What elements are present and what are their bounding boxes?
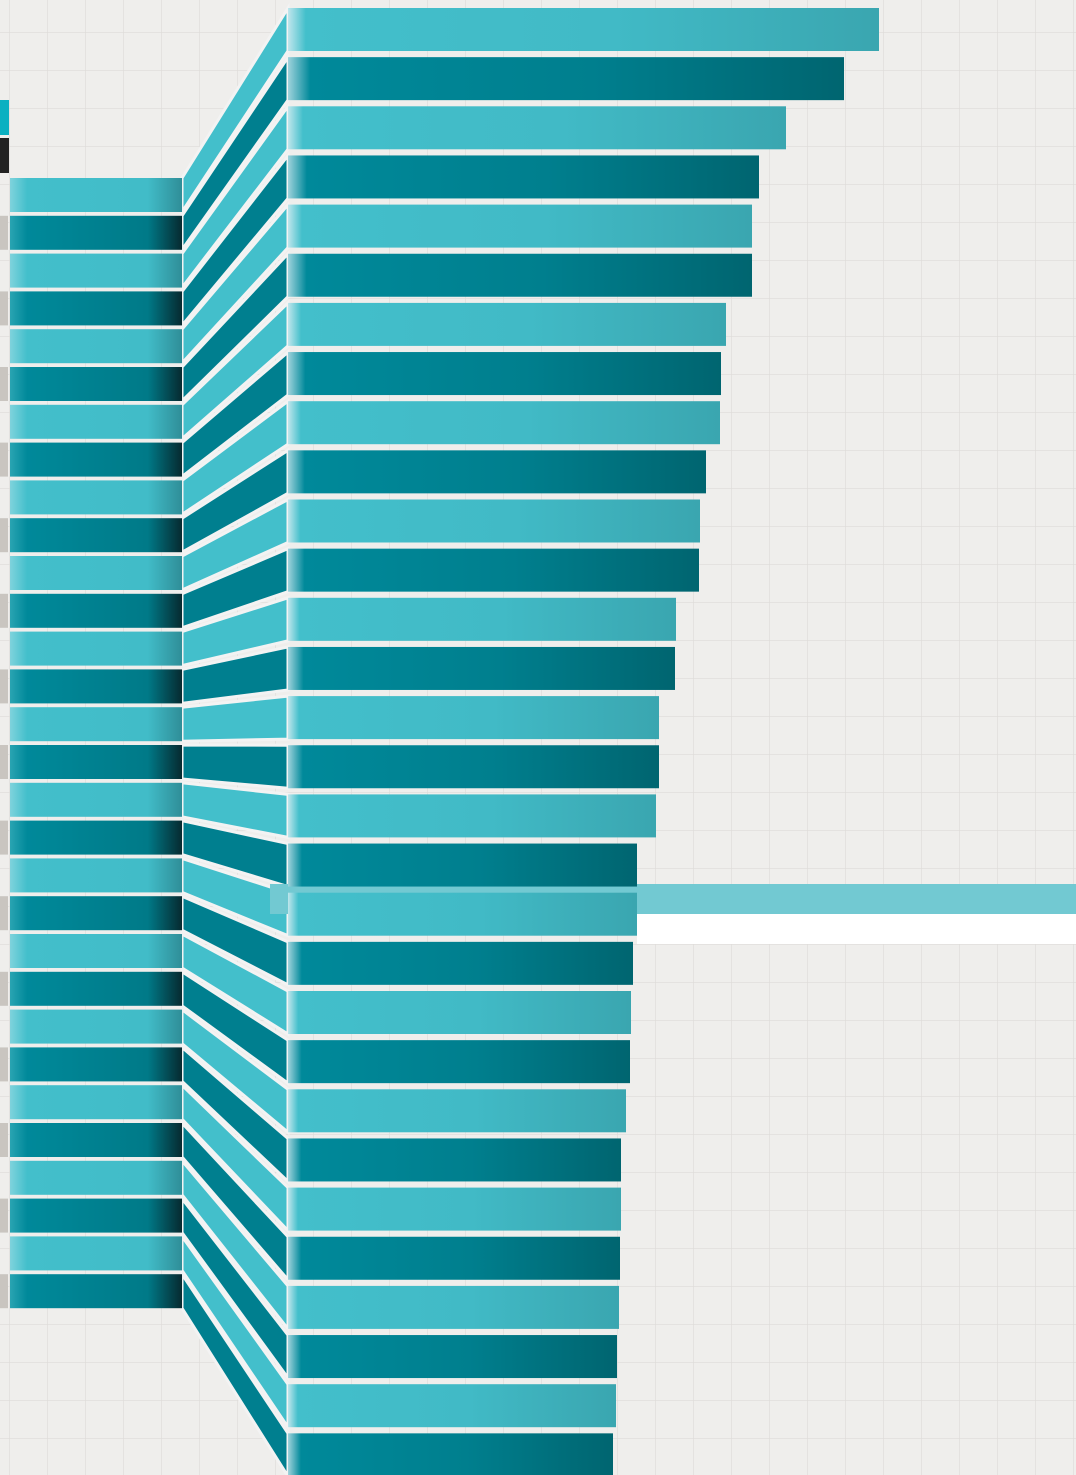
bar xyxy=(288,1433,613,1475)
left-marker xyxy=(0,820,8,855)
highlight-gap xyxy=(637,914,1076,944)
bar xyxy=(288,106,786,150)
left-band xyxy=(10,518,182,553)
left-band xyxy=(10,480,182,515)
left-band xyxy=(10,631,182,666)
left-band xyxy=(10,971,182,1006)
bar xyxy=(288,1040,630,1084)
bar xyxy=(288,499,700,543)
bar xyxy=(288,450,706,494)
left-band xyxy=(10,1047,182,1082)
left-band xyxy=(10,1160,182,1195)
bar xyxy=(288,57,844,101)
bar xyxy=(288,548,699,592)
left-band xyxy=(10,669,182,704)
bar xyxy=(288,696,659,740)
bar xyxy=(288,794,656,838)
left-band xyxy=(10,858,182,893)
left-marker xyxy=(0,745,8,779)
left-marker xyxy=(0,442,8,477)
bar xyxy=(288,352,721,396)
left-band xyxy=(10,1198,182,1233)
left-band xyxy=(10,556,182,590)
left-band xyxy=(10,442,182,477)
left-marker xyxy=(0,215,8,250)
bar xyxy=(288,1335,617,1379)
left-marker xyxy=(0,1198,8,1233)
marker xyxy=(0,100,9,135)
bar xyxy=(288,204,752,248)
left-band xyxy=(10,253,182,288)
left-band xyxy=(10,820,182,855)
left-band xyxy=(10,367,182,401)
bar xyxy=(288,991,631,1034)
left-band xyxy=(10,782,182,817)
bar xyxy=(288,1236,620,1280)
left-marker xyxy=(0,1123,8,1157)
left-band xyxy=(10,896,182,931)
connector xyxy=(180,743,290,790)
left-band xyxy=(10,329,182,364)
left-band xyxy=(10,1009,182,1044)
left-band xyxy=(10,934,182,968)
left-band xyxy=(10,1123,182,1157)
marker xyxy=(0,138,9,173)
left-marker xyxy=(0,669,8,704)
left-marker xyxy=(0,971,8,1006)
left-band xyxy=(10,178,182,212)
left-band xyxy=(10,1085,182,1120)
left-marker xyxy=(0,593,8,628)
bar xyxy=(288,155,759,199)
left-band xyxy=(10,707,182,742)
bar xyxy=(288,8,879,51)
left-marker xyxy=(0,896,8,931)
left-marker xyxy=(0,518,8,553)
left-bands xyxy=(0,178,182,1309)
left-band xyxy=(10,404,182,439)
left-marker xyxy=(0,291,8,326)
bar xyxy=(288,1187,621,1231)
bar xyxy=(288,302,726,346)
left-marker xyxy=(0,1274,8,1309)
bar xyxy=(288,1138,621,1182)
left-marker xyxy=(0,1047,8,1082)
bar xyxy=(288,253,752,297)
bar xyxy=(288,843,637,887)
bars xyxy=(288,8,879,1475)
left-band xyxy=(10,593,182,628)
bar xyxy=(288,1384,616,1428)
bar xyxy=(288,1089,626,1133)
left-band xyxy=(10,215,182,250)
bar xyxy=(288,1285,619,1329)
bar xyxy=(288,597,676,641)
left-band xyxy=(10,1236,182,1271)
bar xyxy=(288,745,659,789)
bar xyxy=(288,401,720,445)
left-marker xyxy=(0,367,8,401)
bar xyxy=(288,892,637,936)
left-band xyxy=(10,745,182,779)
bar xyxy=(288,941,633,985)
bar xyxy=(288,646,675,690)
left-band xyxy=(10,1274,182,1309)
left-band xyxy=(10,291,182,326)
